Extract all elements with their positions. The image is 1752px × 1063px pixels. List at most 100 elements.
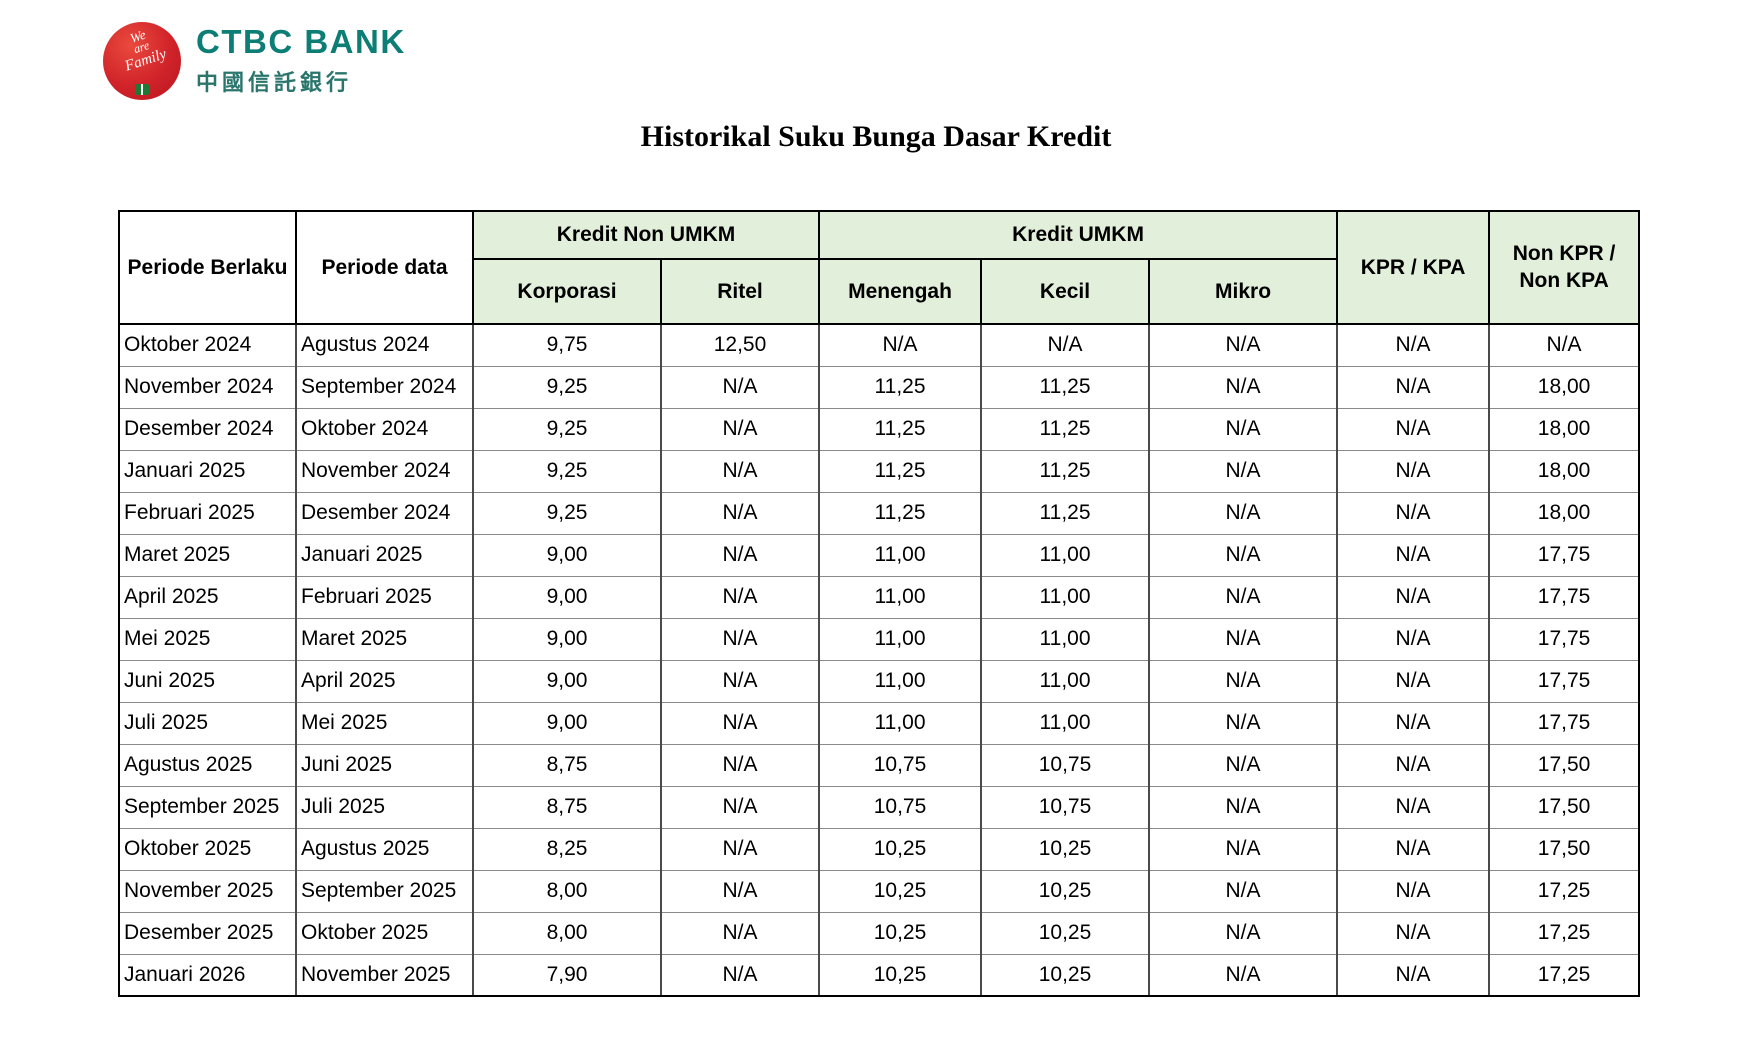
col-header-periode-data: Periode data: [295, 210, 474, 325]
kecil-cell: 11,00: [980, 575, 1151, 619]
ritel-cell: N/A: [659, 785, 821, 829]
periode-berlaku-cell: Juli 2025: [118, 701, 297, 745]
ritel-cell: N/A: [659, 491, 821, 535]
mikro-cell: N/A: [1148, 953, 1339, 997]
kecil-cell: 10,25: [980, 953, 1151, 997]
periode-data-cell: Oktober 2024: [295, 407, 474, 451]
we-are-family-script: We are Family: [99, 19, 185, 79]
korporasi-cell: 9,25: [472, 365, 662, 409]
periode-data-cell: Januari 2025: [295, 533, 474, 577]
menengah-cell: 11,00: [818, 701, 983, 745]
korporasi-cell: 8,00: [472, 911, 662, 955]
table-row: Maret 2025 Januari 2025 9,00 N/A 11,00 11,00 N…: [118, 533, 1641, 577]
korporasi-cell: 9,25: [472, 491, 662, 535]
kpr-kpa-cell: N/A: [1336, 575, 1491, 619]
periode-berlaku-cell: Maret 2025: [118, 533, 297, 577]
periode-berlaku-cell: Desember 2024: [118, 407, 297, 451]
kpr-kpa-cell: N/A: [1336, 785, 1491, 829]
periode-data-cell: Agustus 2024: [295, 323, 474, 367]
korporasi-cell: 9,00: [472, 533, 662, 577]
non-kpr-non-kpa-cell: 17,75: [1488, 533, 1641, 577]
menengah-cell: 11,25: [818, 407, 983, 451]
menengah-cell: 11,00: [818, 617, 983, 661]
ritel-cell: N/A: [659, 407, 821, 451]
menengah-cell: 11,00: [818, 575, 983, 619]
rates-table-body: Oktober 2024 Agustus 2024 9,75 12,50 N/A N/A N…: [118, 323, 1641, 997]
non-kpr-non-kpa-cell: 18,00: [1488, 491, 1641, 535]
kecil-cell: N/A: [980, 323, 1151, 367]
page-title: Historikal Suku Bunga Dasar Kredit: [640, 120, 1112, 153]
periode-berlaku-cell: Mei 2025: [118, 617, 297, 661]
header-row-subcolumns: Korporasi Ritel Menengah Kecil Mikro: [119, 258, 1639, 325]
periode-berlaku-cell: Agustus 2025: [118, 743, 297, 787]
non-kpr-non-kpa-cell: 18,00: [1488, 365, 1641, 409]
periode-data-cell: Oktober 2025: [295, 911, 474, 955]
kpr-kpa-cell: N/A: [1336, 701, 1491, 745]
kecil-cell: 10,75: [980, 743, 1151, 787]
kpr-kpa-cell: N/A: [1336, 407, 1491, 451]
periode-data-cell: Juni 2025: [295, 743, 474, 787]
korporasi-cell: 9,25: [472, 407, 662, 451]
korporasi-cell: 9,75: [472, 323, 662, 367]
periode-berlaku-cell: Desember 2025: [118, 911, 297, 955]
menengah-cell: 11,25: [818, 491, 983, 535]
kpr-kpa-cell: N/A: [1336, 533, 1491, 577]
menengah-cell: 10,75: [818, 743, 983, 787]
kpr-kpa-cell: N/A: [1336, 365, 1491, 409]
mikro-cell: N/A: [1148, 449, 1339, 493]
korporasi-cell: 9,00: [472, 659, 662, 703]
table-row: September 2025 Juli 2025 8,75 N/A 10,75 10,75…: [118, 785, 1641, 829]
kpr-kpa-cell: N/A: [1336, 323, 1491, 367]
korporasi-cell: 9,00: [472, 617, 662, 661]
table-row: Oktober 2025 Agustus 2025 8,25 N/A 10,25 10,2…: [118, 827, 1641, 871]
periode-berlaku-cell: Juni 2025: [118, 659, 297, 703]
bank-name-chinese: 中國信託銀行: [196, 69, 353, 95]
kecil-cell: 11,25: [980, 491, 1151, 535]
mikro-cell: N/A: [1148, 365, 1339, 409]
korporasi-cell: 9,00: [472, 701, 662, 745]
periode-berlaku-cell: November 2025: [118, 869, 297, 913]
periode-data-cell: Desember 2024: [295, 491, 474, 535]
non-kpr-non-kpa-cell: 17,75: [1488, 575, 1641, 619]
table-row: Desember 2024 Oktober 2024 9,25 N/A 11,25 11,…: [118, 407, 1641, 451]
ritel-cell: N/A: [659, 365, 821, 409]
ritel-cell: 12,50: [659, 323, 821, 367]
periode-data-cell: Maret 2025: [295, 617, 474, 661]
rates-table: Periode Berlaku Periode data Kredit Non …: [118, 210, 1641, 997]
non-kpr-non-kpa-cell: 17,75: [1488, 701, 1641, 745]
non-kpr-non-kpa-cell: 17,25: [1488, 869, 1641, 913]
table-row: November 2025 September 2025 8,00 N/A 10,25 1…: [118, 869, 1641, 913]
ritel-cell: N/A: [659, 659, 821, 703]
mikro-cell: N/A: [1148, 491, 1339, 535]
table-row: Februari 2025 Desember 2024 9,25 N/A 11,25 11…: [118, 491, 1641, 535]
kecil-cell: 11,00: [980, 659, 1151, 703]
table-row: Januari 2026 November 2025 7,90 N/A 10,25 10,…: [118, 953, 1641, 997]
kecil-cell: 11,25: [980, 407, 1151, 451]
kpr-kpa-cell: N/A: [1336, 953, 1491, 997]
ritel-cell: N/A: [659, 701, 821, 745]
ritel-cell: N/A: [659, 911, 821, 955]
periode-data-cell: September 2025: [295, 869, 474, 913]
periode-berlaku-cell: April 2025: [118, 575, 297, 619]
periode-berlaku-cell: November 2024: [118, 365, 297, 409]
kpr-kpa-cell: N/A: [1336, 491, 1491, 535]
non-kpr-non-kpa-cell: 17,75: [1488, 659, 1641, 703]
non-kpr-non-kpa-cell: 18,00: [1488, 449, 1641, 493]
table-row: November 2024 September 2024 9,25 N/A 11,25 1…: [118, 365, 1641, 409]
table-row: Mei 2025 Maret 2025 9,00 N/A 11,00 11,00 N/A N/…: [118, 617, 1641, 661]
korporasi-cell: 8,75: [472, 785, 662, 829]
mikro-cell: N/A: [1148, 911, 1339, 955]
header-row-groups: Periode Berlaku Periode data Kredit Non …: [118, 210, 1641, 325]
kecil-cell: 10,25: [980, 911, 1151, 955]
mikro-cell: N/A: [1148, 743, 1339, 787]
periode-berlaku-cell: Oktober 2024: [118, 323, 297, 367]
mikro-cell: N/A: [1148, 827, 1339, 871]
ritel-cell: N/A: [659, 617, 821, 661]
kecil-cell: 11,00: [980, 533, 1151, 577]
non-kpr-non-kpa-cell: 17,25: [1488, 911, 1641, 955]
ritel-cell: N/A: [659, 533, 821, 577]
mikro-cell: N/A: [1148, 659, 1339, 703]
col-header-mikro: Mikro: [1148, 258, 1339, 325]
menengah-cell: 10,75: [818, 785, 983, 829]
